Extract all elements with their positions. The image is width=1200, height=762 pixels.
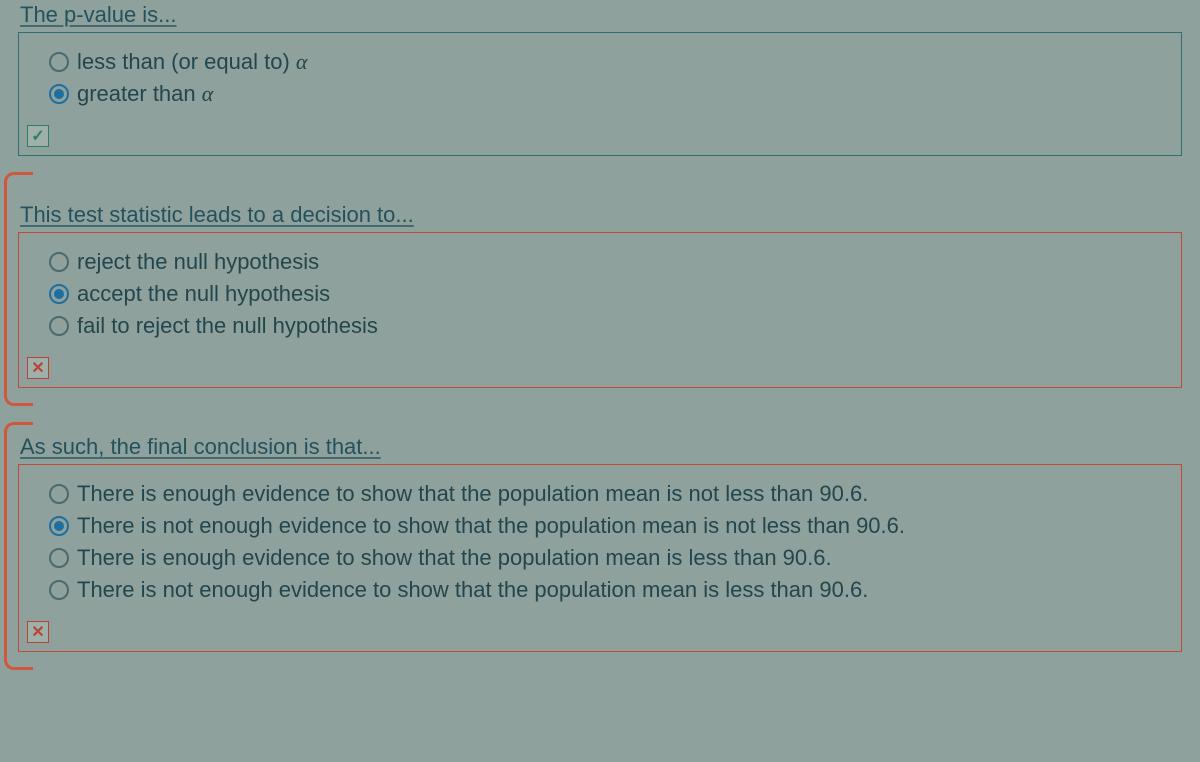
radio-icon[interactable]	[49, 316, 69, 336]
radio-icon[interactable]	[49, 548, 69, 568]
question-prompt: This test statistic leads to a decision …	[20, 200, 1182, 228]
radio-icon[interactable]	[49, 580, 69, 600]
question-block-2: This test statistic leads to a decision …	[18, 200, 1182, 388]
cross-icon: ✕	[27, 357, 49, 379]
radio-icon[interactable]	[49, 252, 69, 272]
option-row[interactable]: less than (or equal to) α	[49, 49, 1167, 75]
question-block-3: As such, the final conclusion is that...…	[18, 432, 1182, 652]
radio-icon[interactable]	[49, 484, 69, 504]
check-icon: ✓	[27, 125, 49, 147]
option-row[interactable]: There is not enough evidence to show tha…	[49, 513, 1167, 539]
option-row[interactable]: There is enough evidence to show that th…	[49, 481, 1167, 507]
option-box: reject the null hypothesis accept the nu…	[18, 232, 1182, 388]
radio-icon[interactable]	[49, 516, 69, 536]
question-prompt: The p-value is...	[20, 0, 1182, 28]
option-box: less than (or equal to) α greater than α…	[18, 32, 1182, 156]
option-row[interactable]: reject the null hypothesis	[49, 249, 1167, 275]
cross-icon: ✕	[27, 621, 49, 643]
alpha-symbol: α	[296, 49, 308, 74]
option-label: accept the null hypothesis	[77, 281, 330, 307]
option-label: There is enough evidence to show that th…	[77, 481, 868, 507]
option-row[interactable]: fail to reject the null hypothesis	[49, 313, 1167, 339]
question-prompt: As such, the final conclusion is that...	[20, 432, 1182, 460]
option-row[interactable]: accept the null hypothesis	[49, 281, 1167, 307]
option-label: less than (or equal to) α	[77, 49, 307, 75]
option-label: fail to reject the null hypothesis	[77, 313, 378, 339]
question-block-1: The p-value is... less than (or equal to…	[18, 0, 1182, 156]
radio-icon[interactable]	[49, 284, 69, 304]
option-label: greater than α	[77, 81, 213, 107]
option-label: reject the null hypothesis	[77, 249, 319, 275]
option-row[interactable]: There is not enough evidence to show tha…	[49, 577, 1167, 603]
option-box: There is enough evidence to show that th…	[18, 464, 1182, 652]
option-row[interactable]: There is enough evidence to show that th…	[49, 545, 1167, 571]
alpha-symbol: α	[202, 81, 214, 106]
quiz-page: The p-value is... less than (or equal to…	[0, 0, 1200, 652]
radio-icon[interactable]	[49, 52, 69, 72]
option-row[interactable]: greater than α	[49, 81, 1167, 107]
option-label: There is enough evidence to show that th…	[77, 545, 832, 571]
option-label: There is not enough evidence to show tha…	[77, 577, 868, 603]
radio-icon[interactable]	[49, 84, 69, 104]
option-label: There is not enough evidence to show tha…	[77, 513, 905, 539]
